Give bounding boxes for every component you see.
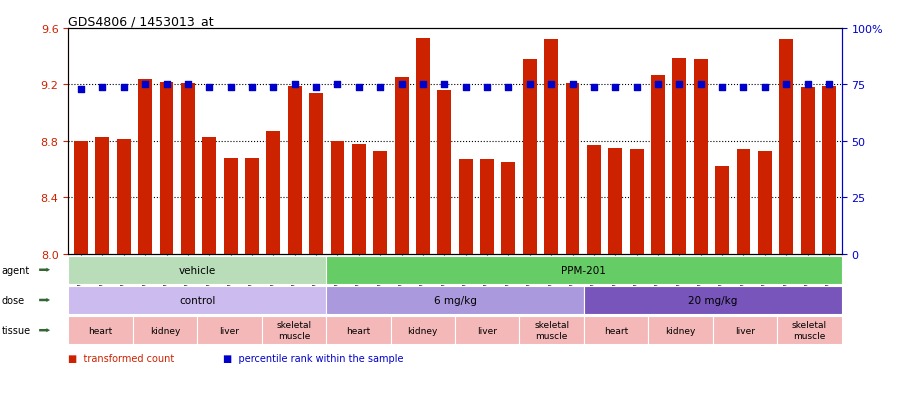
Point [116, 84, 131, 91]
Point [587, 84, 602, 91]
Text: 20 mg/kg: 20 mg/kg [688, 295, 737, 305]
Point [416, 82, 430, 88]
Bar [715, 167, 729, 254]
Point [202, 84, 217, 91]
Text: heart: heart [604, 326, 628, 335]
Bar [480, 160, 494, 254]
Point [608, 84, 622, 91]
Point [630, 84, 644, 91]
Bar [245, 158, 259, 254]
Bar [74, 141, 88, 254]
Bar [438, 91, 451, 254]
Point [672, 82, 687, 88]
Text: tissue: tissue [2, 325, 31, 335]
Bar [501, 163, 515, 254]
Point [757, 84, 772, 91]
Bar [224, 158, 238, 254]
Text: liver: liver [735, 326, 755, 335]
Point [373, 84, 388, 91]
Point [459, 84, 473, 91]
Point [522, 82, 537, 88]
Text: dose: dose [2, 295, 25, 305]
Bar [373, 151, 387, 254]
Bar [822, 87, 836, 254]
Text: skeletal
muscle: skeletal muscle [534, 321, 570, 340]
Bar [651, 75, 665, 254]
Bar [96, 137, 109, 254]
Point [308, 84, 323, 91]
Point [501, 84, 516, 91]
Point [351, 84, 366, 91]
Point [437, 82, 451, 88]
Bar [459, 160, 472, 254]
Point [138, 82, 153, 88]
Bar [116, 140, 131, 254]
Bar [352, 144, 366, 254]
Text: vehicle: vehicle [178, 265, 216, 275]
Point [159, 82, 174, 88]
Bar [693, 60, 708, 254]
Bar [801, 88, 814, 254]
Point [223, 84, 238, 91]
Bar [138, 80, 152, 254]
Bar [416, 39, 430, 254]
Point [693, 82, 708, 88]
Text: liver: liver [219, 326, 239, 335]
Point [779, 82, 794, 88]
Point [266, 84, 280, 91]
Point [565, 82, 580, 88]
Bar [736, 150, 751, 254]
Bar [630, 150, 643, 254]
Point [96, 84, 110, 91]
Bar [288, 87, 302, 254]
Text: PPM-201: PPM-201 [561, 265, 606, 275]
Point [288, 82, 302, 88]
Text: ■  percentile rank within the sample: ■ percentile rank within the sample [223, 353, 403, 363]
Point [480, 84, 494, 91]
Text: 6 mg/kg: 6 mg/kg [433, 295, 477, 305]
Text: kidney: kidney [665, 326, 696, 335]
Point [715, 84, 730, 91]
Text: heart: heart [88, 326, 113, 335]
Bar [267, 132, 280, 254]
Text: GDS4806 / 1453013_at: GDS4806 / 1453013_at [68, 15, 214, 28]
Point [74, 86, 88, 93]
Bar [758, 151, 772, 254]
Text: kidney: kidney [150, 326, 180, 335]
Text: agent: agent [2, 265, 30, 275]
Bar [544, 40, 558, 254]
Point [800, 82, 814, 88]
Bar [309, 94, 323, 254]
Point [822, 82, 836, 88]
Bar [523, 60, 537, 254]
Text: ■  transformed count: ■ transformed count [68, 353, 175, 363]
Text: skeletal
muscle: skeletal muscle [277, 321, 311, 340]
Text: liver: liver [477, 326, 497, 335]
Point [180, 82, 195, 88]
Bar [181, 84, 195, 254]
Point [651, 82, 665, 88]
Text: skeletal
muscle: skeletal muscle [792, 321, 827, 340]
Bar [330, 141, 344, 254]
Point [330, 82, 345, 88]
Bar [202, 137, 217, 254]
Point [544, 82, 559, 88]
Bar [779, 40, 794, 254]
Text: kidney: kidney [408, 326, 438, 335]
Bar [395, 78, 409, 254]
Text: control: control [179, 295, 216, 305]
Bar [159, 82, 174, 254]
Point [394, 82, 409, 88]
Point [736, 84, 751, 91]
Point [245, 84, 259, 91]
Bar [608, 149, 622, 254]
Bar [672, 59, 686, 254]
Text: heart: heart [346, 326, 370, 335]
Bar [587, 146, 601, 254]
Bar [566, 84, 580, 254]
